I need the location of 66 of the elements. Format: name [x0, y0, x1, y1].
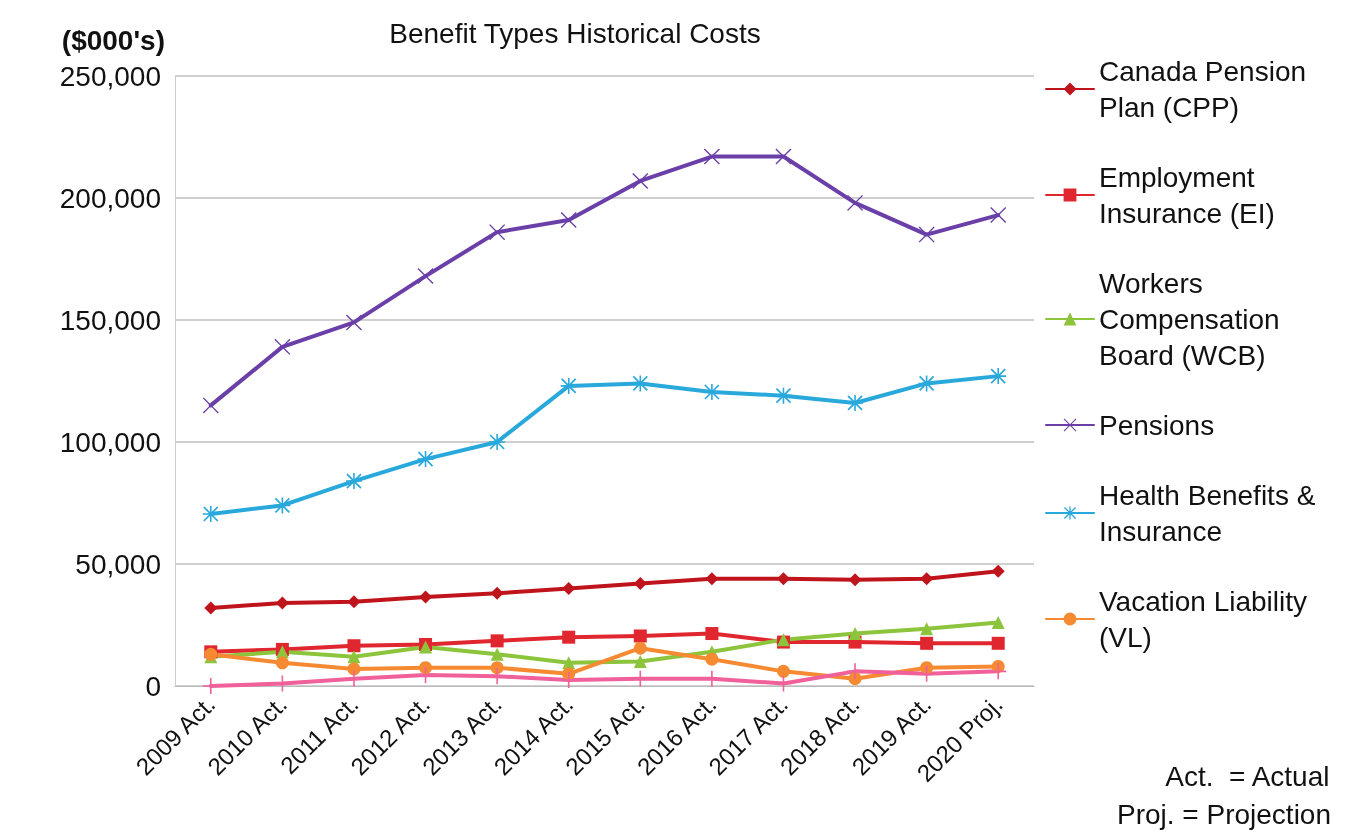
- point: [562, 630, 576, 644]
- point: [562, 581, 576, 595]
- point: [560, 211, 577, 228]
- point: [703, 148, 720, 165]
- point: [632, 172, 649, 189]
- legend-label: Pensions: [1099, 409, 1215, 441]
- point: [347, 662, 361, 676]
- y-tick-label: 150,000: [59, 304, 161, 336]
- point: [274, 338, 291, 355]
- y-axis-title: ($000's): [61, 24, 165, 56]
- point: [848, 627, 862, 641]
- legend-label: Workers Compensation Board (WCB): [1099, 267, 1288, 371]
- point: [847, 194, 864, 211]
- point: [920, 636, 934, 650]
- point: [990, 368, 1007, 385]
- point: [920, 572, 934, 586]
- point: [633, 577, 647, 591]
- chart-title: Benefit Types Historical Costs: [389, 17, 761, 49]
- point: [776, 664, 790, 678]
- point: [202, 505, 219, 522]
- point: [345, 473, 362, 490]
- point: [920, 661, 934, 675]
- point: [560, 377, 577, 394]
- point: [275, 656, 289, 670]
- point: [633, 655, 647, 669]
- point: [991, 564, 1005, 578]
- y-tick-label: 0: [145, 670, 161, 702]
- legend-label: Canada Pension Plan (CPP): [1099, 55, 1314, 123]
- point: [705, 572, 719, 586]
- point: [991, 616, 1005, 630]
- point: [347, 595, 361, 609]
- y-tick-label: 100,000: [59, 426, 161, 458]
- y-tick-label: 200,000: [59, 182, 161, 214]
- point: [633, 629, 647, 643]
- point: [204, 601, 218, 615]
- point: [345, 314, 362, 331]
- point: [703, 383, 720, 400]
- point: [990, 207, 1007, 224]
- point: [490, 661, 504, 675]
- point: [419, 661, 433, 675]
- point: [347, 650, 361, 664]
- point: [347, 639, 361, 653]
- point: [417, 268, 434, 285]
- point: [991, 636, 1005, 650]
- point: [489, 434, 506, 450]
- text: Act. = Actual: [1165, 760, 1330, 792]
- point: [776, 572, 790, 586]
- point: [920, 622, 934, 636]
- y-tick-label: 50,000: [75, 548, 161, 580]
- point: [490, 586, 504, 600]
- legend-label: Employment Insurance (EI): [1099, 161, 1275, 229]
- legend-label: Health Benefits & Insurance: [1099, 479, 1324, 547]
- point: [202, 397, 219, 414]
- point: [275, 596, 289, 610]
- y-tick-label: 250,000: [59, 60, 161, 92]
- point: [419, 590, 433, 604]
- point: [705, 652, 719, 666]
- point: [847, 394, 864, 411]
- point: [490, 647, 504, 661]
- point: [705, 627, 719, 641]
- legend-label: Vacation Liability (VL): [1099, 585, 1315, 653]
- point: [633, 641, 647, 655]
- text: Proj. = Projection: [1117, 798, 1332, 830]
- point: [848, 573, 862, 587]
- point: [489, 224, 506, 241]
- point: [490, 634, 504, 648]
